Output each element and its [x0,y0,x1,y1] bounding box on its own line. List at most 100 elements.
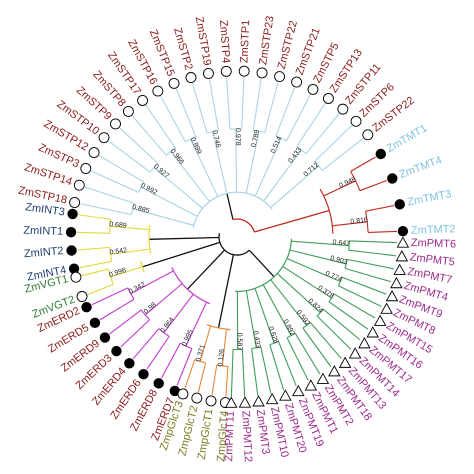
open-triangle-marker [304,379,318,391]
leaf-branch [91,287,129,306]
open-circle-marker [110,118,121,130]
support-value: 0.514 [270,135,284,154]
leaf-branch [192,83,208,134]
substem-pmt [254,288,275,344]
open-circle-marker [122,105,134,117]
substem-stp [254,138,282,197]
leaf-branch [241,349,246,397]
leaf-branch [322,308,361,341]
substem-pmt [262,284,292,336]
leaf-label: ZmSTP22 [276,19,300,70]
filled-circle-marker [153,378,164,389]
open-triangle-marker [395,250,409,262]
leaf-branch [79,260,112,269]
leaf-branch [251,348,259,396]
leaf-branch [344,267,391,283]
open-circle-marker [80,163,92,174]
leaf-branch [286,337,309,381]
leaf-branch [161,342,181,379]
leaf-label: ZmTMT1 [385,122,430,155]
substem-stp [212,131,228,194]
leaf-label: ZmPMT12 [239,411,253,463]
leaf-branch [84,186,135,204]
filled-circle-marker [66,245,77,256]
open-circle-marker [137,95,149,106]
support-value: 0.964 [160,316,176,334]
open-triangle-marker [338,356,352,368]
leaf-label: ZmSTP19 [193,16,213,67]
support-value: 0.885 [131,204,150,215]
open-triangle-marker [366,326,379,338]
leaf-branch [347,258,394,270]
core-arc [218,233,223,248]
substem-tmt [332,221,368,227]
support-value: 0.996 [108,267,127,279]
support-value: 0.378 [316,285,335,300]
leaf-branch [368,230,397,233]
leaf-label: ZmINT2 [23,245,64,260]
filled-circle-marker [111,345,122,357]
leaf-label: ZmPMT5 [409,251,455,268]
open-circle-marker [202,68,214,79]
filled-circle-marker [394,199,405,210]
leaf-markers [65,65,410,409]
leaf-branch [359,180,387,192]
leaf-label: ZmPMT6 [411,237,457,251]
support-value: 0.992 [139,182,158,196]
open-circle-marker [70,271,82,283]
support-value: 0.647 [332,239,350,247]
leaf-branch [328,301,369,330]
leaf-branch [176,348,193,386]
open-triangle-marker [385,289,399,302]
leaf-branch [98,155,145,183]
open-circle-marker [185,72,197,83]
open-circle-marker [88,147,100,159]
support-value: 0.978 [234,128,241,146]
leaf-branch [296,103,326,148]
open-circle-marker [205,395,217,407]
leaf-branch [87,284,114,295]
open-triangle-marker [292,384,305,397]
leaf-branch [314,125,353,163]
leaf-label: ZmSTP4 [217,20,232,64]
open-triangle-marker [393,263,406,275]
substem-pglct [199,325,212,362]
substem-int [110,248,150,255]
substem-pmt [245,290,257,348]
leaf-branch [108,140,151,173]
open-circle-marker [307,83,319,95]
support-value: 0.342 [128,281,147,295]
open-triangle-marker [396,236,410,248]
support-value: 0.774 [324,270,343,283]
open-circle-marker [69,197,81,208]
support-value: 0.948 [338,176,357,190]
substem-tmt [323,180,356,197]
open-triangle-marker [252,395,265,407]
stem-pglct [217,254,235,329]
support-value: 0.433 [287,146,303,164]
leaf-branch [131,115,167,156]
substem-stp [153,167,203,209]
open-circle-marker [322,93,334,104]
open-triangle-marker [328,365,341,377]
open-circle-marker [220,65,232,77]
open-circle-marker [152,85,164,97]
leaf-branch [81,268,109,277]
substem-int [109,225,150,231]
substem-pmt [282,265,332,299]
open-circle-marker [177,388,189,400]
support-value: 0.689 [109,221,127,229]
filled-circle-marker [387,173,398,184]
support-value: 0.927 [152,163,170,180]
core-arc-tmt [232,218,255,233]
leaf-branch [321,138,364,171]
arc-int [148,224,152,254]
substem-erd [144,283,183,316]
open-triangle-marker [238,396,252,408]
leaf-branch [350,156,376,172]
arc-stp [192,191,273,228]
open-triangle-marker [279,389,292,401]
filled-circle-marker [81,301,92,313]
